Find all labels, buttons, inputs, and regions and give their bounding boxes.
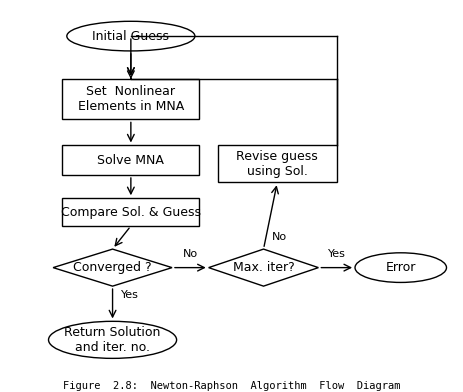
- FancyBboxPatch shape: [62, 79, 200, 120]
- Text: Solve MNA: Solve MNA: [97, 154, 164, 167]
- Text: Revise guess
using Sol.: Revise guess using Sol.: [237, 150, 318, 178]
- Text: Max. iter?: Max. iter?: [232, 261, 294, 274]
- Polygon shape: [53, 249, 172, 286]
- Ellipse shape: [49, 321, 176, 358]
- Ellipse shape: [67, 21, 195, 51]
- FancyBboxPatch shape: [62, 145, 200, 175]
- Text: No: No: [183, 249, 198, 260]
- FancyBboxPatch shape: [62, 198, 200, 226]
- Text: Error: Error: [386, 261, 416, 274]
- Text: Initial Guess: Initial Guess: [92, 30, 169, 43]
- Text: Figure  2.8:  Newton-Raphson  Algorithm  Flow  Diagram: Figure 2.8: Newton-Raphson Algorithm Flo…: [63, 381, 400, 390]
- FancyBboxPatch shape: [218, 145, 337, 182]
- Text: Compare Sol. & Guess: Compare Sol. & Guess: [61, 205, 201, 219]
- Polygon shape: [209, 249, 319, 286]
- Text: Yes: Yes: [121, 290, 139, 300]
- Text: Converged ?: Converged ?: [73, 261, 152, 274]
- Text: Set  Nonlinear
Elements in MNA: Set Nonlinear Elements in MNA: [78, 85, 184, 113]
- Ellipse shape: [355, 253, 446, 282]
- Text: Return Solution
and iter. no.: Return Solution and iter. no.: [64, 326, 161, 354]
- Text: No: No: [272, 232, 287, 242]
- Text: Yes: Yes: [328, 249, 346, 260]
